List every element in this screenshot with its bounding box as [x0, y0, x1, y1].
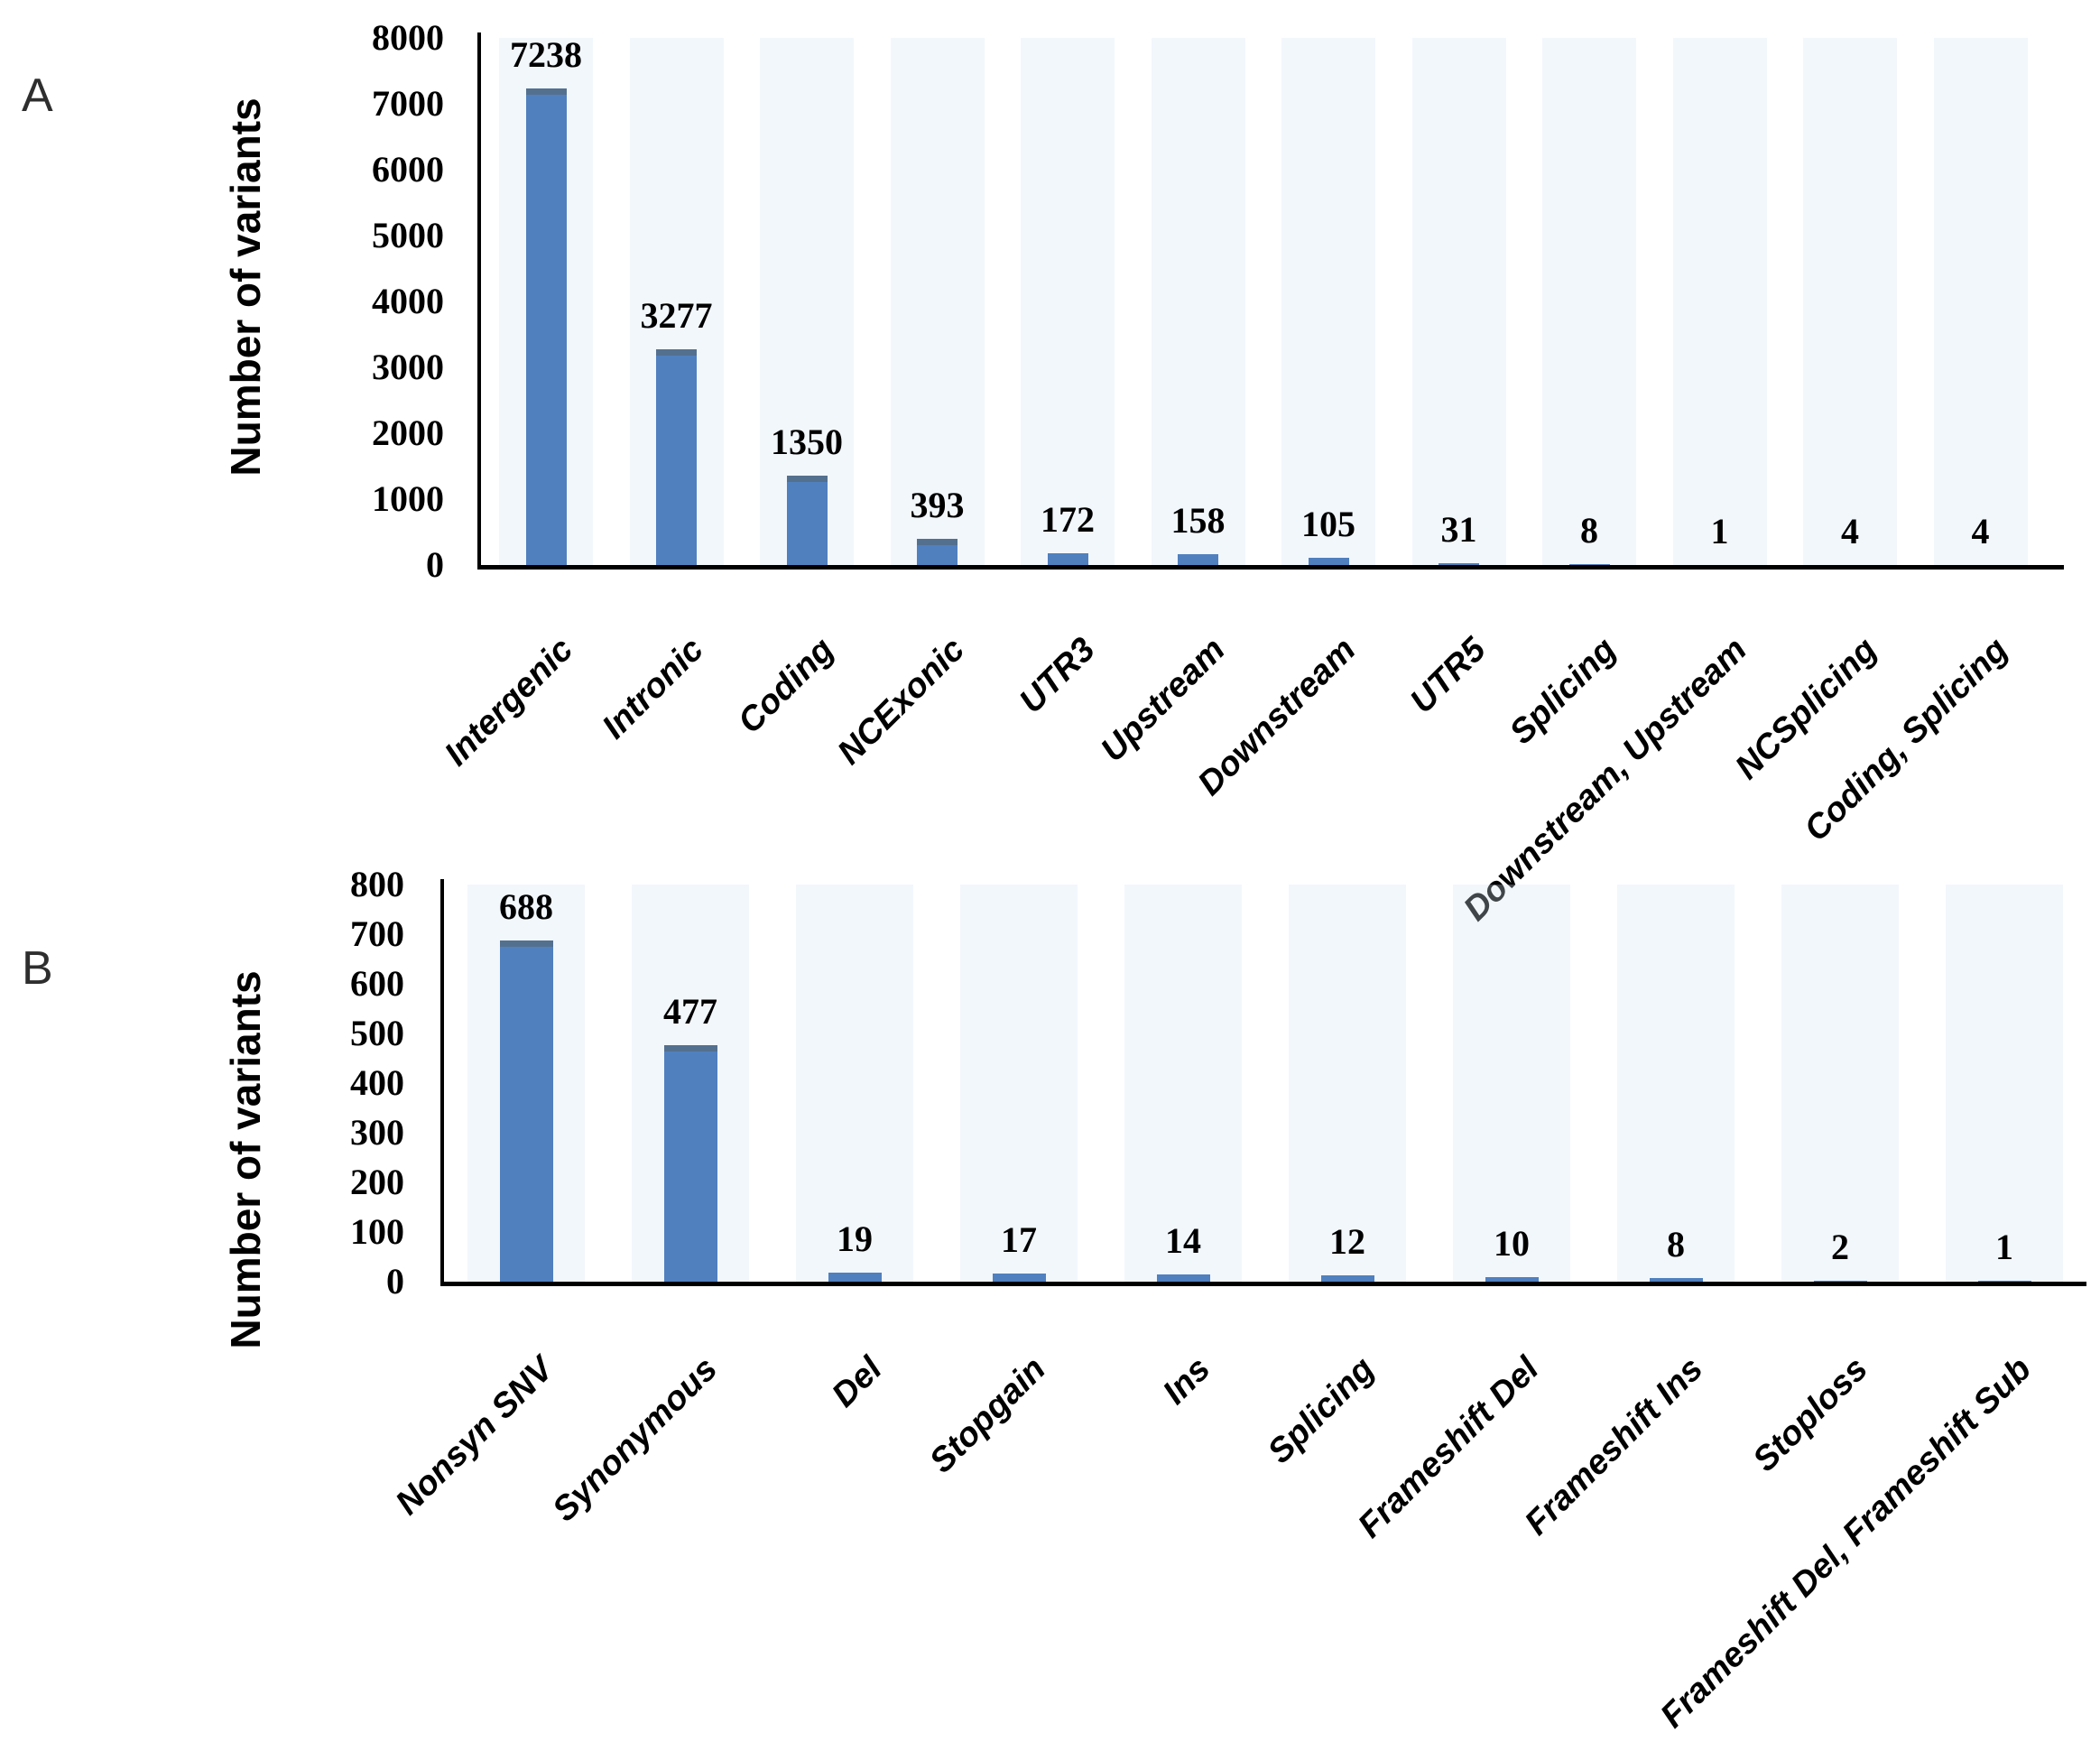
x-axis-line [440, 1282, 2086, 1286]
bar [786, 476, 828, 567]
bar [1439, 562, 1479, 567]
bar-value-label: 7238 [510, 33, 582, 75]
x-axis-line [477, 565, 2064, 570]
bar-halo [1281, 38, 1375, 565]
bar-value-label: 14 [1165, 1220, 1201, 1262]
y-tick-label: 300 [350, 1112, 404, 1153]
y-tick-label: 1000 [372, 478, 444, 519]
y-tick-label: 8000 [372, 17, 444, 58]
bar [1485, 1276, 1539, 1283]
y-tick-label: 100 [350, 1211, 404, 1252]
bar-value-label: 17 [1001, 1218, 1037, 1260]
y-tick-label: 3000 [372, 347, 444, 387]
bar [663, 1044, 717, 1283]
bar [656, 348, 697, 567]
bar-cap [499, 940, 553, 947]
bar-cap [786, 476, 828, 483]
bar-halo [1946, 885, 2063, 1282]
y-tick-label: 7000 [372, 83, 444, 124]
bar [1047, 553, 1088, 567]
bar-value-label: 105 [1301, 504, 1355, 545]
bar-value-label: 172 [1041, 499, 1095, 541]
bar-halo [890, 38, 985, 565]
bar [499, 940, 553, 1283]
bar-cap [525, 88, 567, 95]
y-axis-line [477, 32, 481, 570]
bar-halo [1453, 885, 1570, 1282]
bar-value-label: 1350 [771, 422, 843, 463]
bar-value-label: 688 [499, 885, 553, 927]
bar-halo [960, 885, 1078, 1282]
bar-value-label: 4 [1971, 510, 1990, 551]
bar-halo [1411, 38, 1506, 565]
x-category-label: Frameshift Ins [1518, 1349, 1711, 1543]
y-tick-label: 5000 [372, 215, 444, 255]
y-tick-label: 700 [350, 913, 404, 954]
panel-a-label: A [22, 69, 54, 122]
x-category-label: Del [824, 1349, 890, 1415]
bar-value-label: 477 [663, 990, 717, 1032]
y-tick-label: 6000 [372, 149, 444, 190]
x-category-label: Nonsyn SNV [388, 1349, 561, 1523]
bar-cap [917, 539, 957, 546]
bar-value-label: 1 [1710, 510, 1729, 551]
bar [525, 88, 567, 567]
bar-halo [1672, 38, 1767, 565]
y-tick-label: 0 [386, 1261, 404, 1302]
x-category-label: Stopgain [922, 1349, 1054, 1481]
bar-cap [656, 348, 697, 356]
y-tick-label: 500 [350, 1013, 404, 1053]
y-axis-line [440, 879, 444, 1286]
y-tick-label: 600 [350, 963, 404, 1004]
bar [1156, 1274, 1210, 1283]
bar [1320, 1275, 1374, 1283]
bar-value-label: 8 [1667, 1223, 1685, 1265]
panel-b-label: B [22, 942, 54, 995]
bar-value-label: 19 [837, 1218, 873, 1259]
bar-value-label: 10 [1494, 1222, 1530, 1264]
bar-value-label: 1 [1995, 1227, 2013, 1268]
bar-halo [1781, 885, 1899, 1282]
y-tick-label: 200 [350, 1162, 404, 1202]
bar [992, 1273, 1046, 1283]
bar-value-label: 2 [1831, 1226, 1849, 1267]
bar [828, 1272, 882, 1283]
x-category-label: Stoploss [1745, 1349, 1875, 1479]
bar-value-label: 4 [1841, 510, 1859, 551]
bar-halo [1289, 885, 1406, 1282]
bar-value-label: 393 [910, 485, 965, 526]
bar-halo [1542, 38, 1636, 565]
bar-halo [1124, 885, 1242, 1282]
x-category-label: Splicing [1261, 1349, 1383, 1471]
bar-cap [663, 1044, 717, 1052]
bar-value-label: 3277 [640, 294, 713, 336]
bar-halo [1151, 38, 1245, 565]
bar [1178, 554, 1218, 567]
bar-value-label: 8 [1580, 510, 1598, 551]
bar-value-label: 31 [1440, 508, 1477, 550]
bar-halo [796, 885, 913, 1282]
bar-halo [1021, 38, 1115, 565]
bar-value-label: 158 [1170, 500, 1226, 542]
bar-halo [1933, 38, 2028, 565]
x-category-label: Frameshift Del, Frameshift Sub [1653, 1349, 2040, 1736]
y-tick-label: 2000 [372, 412, 444, 453]
bar [1649, 1277, 1703, 1283]
y-tick-label: 400 [350, 1062, 404, 1103]
x-category-label: Ins [1155, 1349, 1218, 1413]
bar [1308, 558, 1349, 567]
bar-halo [1617, 885, 1735, 1282]
x-category-label: Synonymous [545, 1349, 726, 1530]
bar-halo [1803, 38, 1897, 565]
bar-value-label: 12 [1329, 1221, 1365, 1263]
y-tick-label: 0 [426, 544, 444, 585]
y-tick-label: 800 [350, 864, 404, 904]
y-tick-label: 4000 [372, 281, 444, 321]
